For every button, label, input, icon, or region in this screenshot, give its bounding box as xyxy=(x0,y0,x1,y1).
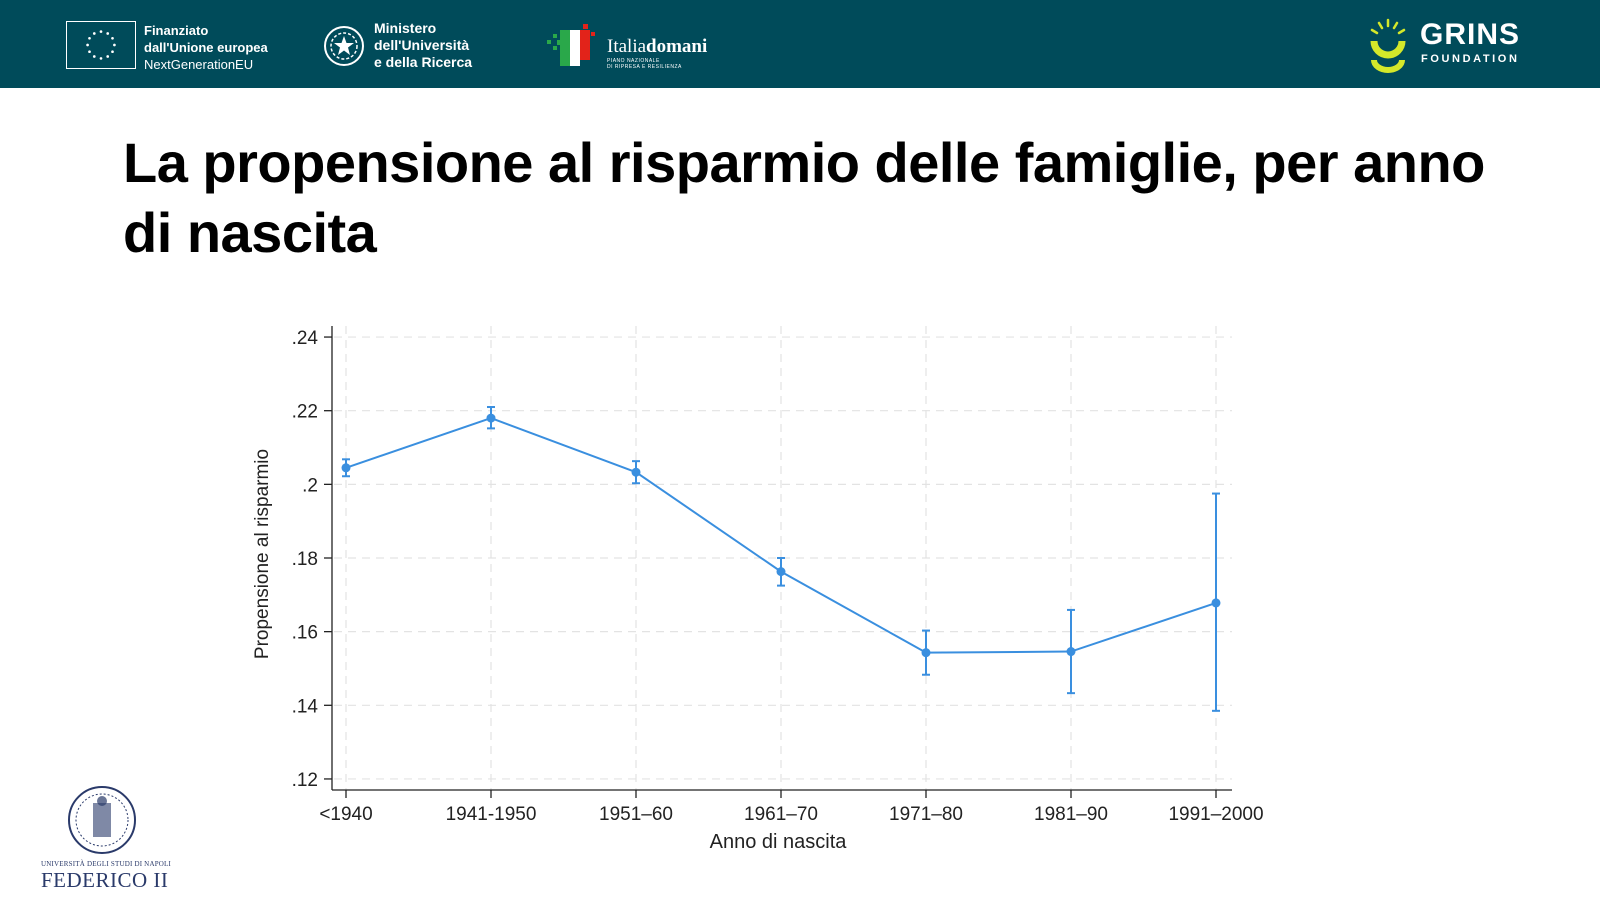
eu-line-2: dall'Unione europea xyxy=(144,40,268,55)
eu-funding-label: Finanziato dall'Unione europea NextGener… xyxy=(144,22,268,73)
data-point xyxy=(631,467,641,477)
ministry-label: Ministero dell'Università e della Ricerc… xyxy=(374,20,472,71)
y-tick-label: .18 xyxy=(292,549,318,570)
data-point xyxy=(1066,647,1076,657)
data-point xyxy=(921,648,931,658)
italia-word: Italia xyxy=(607,36,647,57)
data-point xyxy=(776,567,786,577)
y-tick-label: .24 xyxy=(292,328,319,349)
x-tick-label: <1940 xyxy=(319,804,372,825)
mur-line-2: dell'Università xyxy=(374,37,470,53)
y-tick-label: .12 xyxy=(292,770,318,791)
mur-line-3: e della Ricerca xyxy=(374,54,473,70)
italia-sub-1: PIANO NAZIONALE xyxy=(607,58,660,64)
data-point xyxy=(1211,598,1221,608)
domani-word: domani xyxy=(646,36,708,57)
x-tick-label: 1971–80 xyxy=(889,804,963,825)
university-subtitle: UNIVERSITÀ DEGLI STUDI DI NAPOLI xyxy=(41,860,172,868)
y-tick-label: .2 xyxy=(302,475,318,496)
x-tick-label: 1991–2000 xyxy=(1168,804,1263,825)
y-tick-label: .22 xyxy=(292,402,318,423)
italiadomani-label: Italiadomani PIANO NAZIONALE DI RIPRESA … xyxy=(607,36,707,70)
x-tick-label: 1951–60 xyxy=(599,804,673,825)
x-tick-label: 1961–70 xyxy=(744,804,818,825)
eu-line-1: Finanziato xyxy=(144,23,209,38)
university-name: FEDERICO II xyxy=(41,868,169,892)
grins-subtitle: FOUNDATION xyxy=(1421,53,1520,65)
university-seal-icon xyxy=(68,786,136,854)
x-tick-label: 1981–90 xyxy=(1034,804,1108,825)
mur-line-1: Ministero xyxy=(374,20,437,36)
axes-layer: .12 .14 .16 .18 .2 .22 .24 <1940 1941-1950 1951–6… xyxy=(292,326,1264,825)
eu-line-3: NextGenerationEU xyxy=(144,57,254,72)
italia-sub-2: DI RIPRESA E RESILIENZA xyxy=(607,64,682,70)
x-tick-label: 1941-1950 xyxy=(446,804,537,825)
header-banner: Finanziato dall'Unione europea NextGener… xyxy=(0,0,1600,88)
x-axis-title: Anno di nascita xyxy=(710,831,848,853)
y-tick-label: .16 xyxy=(292,623,318,644)
grins-logo-icon xyxy=(1370,18,1406,73)
line-chart: .12 .14 .16 .18 .2 .22 .24 <1940 1941-1950 1951–6… xyxy=(252,326,1264,853)
y-axis-title: Propensione al risparmio xyxy=(252,449,273,659)
y-tick-label: .14 xyxy=(292,696,319,717)
data-point xyxy=(341,463,351,473)
series-layer xyxy=(341,406,1221,712)
italian-republic-emblem-icon xyxy=(324,26,364,66)
data-point xyxy=(486,413,496,423)
grins-name: GRINS xyxy=(1420,18,1521,51)
slide-title: La propensione al risparmio delle famigl… xyxy=(123,131,1485,264)
eu-flag-icon xyxy=(66,21,136,69)
italiadomani-flag-icon xyxy=(547,24,595,66)
